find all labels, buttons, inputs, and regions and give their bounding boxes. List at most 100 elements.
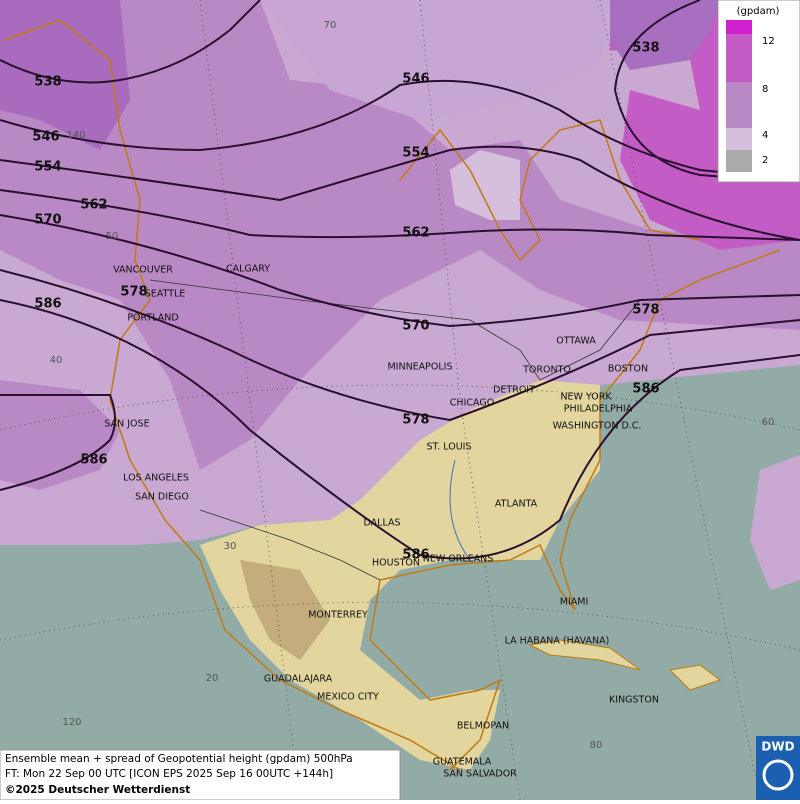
legend-swatch xyxy=(726,150,752,172)
contour-line xyxy=(0,299,800,560)
contour-line xyxy=(0,79,800,181)
spread-area xyxy=(750,455,800,590)
city-label: LOS ANGELES xyxy=(123,473,189,484)
contour-line xyxy=(0,214,800,328)
legend-unit: (gpdam) xyxy=(737,6,780,17)
footer-text: Ensemble mean + spread of Geopotential h… xyxy=(5,753,353,765)
legend-swatch xyxy=(726,82,752,128)
contour-label: 578 xyxy=(632,303,659,318)
city-label: PORTLAND xyxy=(127,313,178,324)
graticule xyxy=(599,0,761,801)
island xyxy=(528,639,641,671)
legend: (gpdam) 12 8 4 2 xyxy=(717,0,800,183)
contour-line xyxy=(0,145,800,241)
city-label: MEXICO CITY xyxy=(317,692,379,703)
graticule-label: 70 xyxy=(324,20,337,31)
contour-label: 562 xyxy=(402,226,429,241)
contour-label: 578 xyxy=(120,285,147,300)
contour-line xyxy=(0,269,800,422)
graticule-label: 20 xyxy=(206,673,219,684)
logo: DWD xyxy=(756,736,800,800)
contour-label: 538 xyxy=(632,41,659,56)
city-label: DETROIT xyxy=(493,385,535,396)
graticule-label: 30 xyxy=(224,541,237,552)
contour-label: 546 xyxy=(402,72,429,87)
graticule-label: 140 xyxy=(66,130,85,141)
city-label: ST. LOUIS xyxy=(427,442,472,453)
contour-label: 586 xyxy=(632,382,659,397)
graticule-label: 60 xyxy=(762,417,775,428)
city-label: VANCOUVER xyxy=(113,265,173,276)
contour-label: 578 xyxy=(402,413,429,428)
city-label: WASHINGTON D.C. xyxy=(553,421,642,432)
graticule-label: 80 xyxy=(590,740,603,751)
legend-swatch xyxy=(726,34,752,82)
coastline xyxy=(4,19,461,771)
city-label: OTTAWA xyxy=(556,336,596,347)
legend-swatch xyxy=(726,128,752,150)
land-terrain xyxy=(240,560,330,660)
city-label: BELMOPAN xyxy=(457,721,509,732)
graticule-label: 120 xyxy=(62,717,81,728)
border xyxy=(199,509,381,581)
contour-label: 570 xyxy=(34,213,61,228)
coastline xyxy=(399,119,701,262)
city-label: SAN DIEGO xyxy=(135,492,189,503)
footer-text: FT: Mon 22 Sep 00 UTC [ICON EPS 2025 Sep… xyxy=(5,768,333,780)
city-label: HOUSTON xyxy=(372,558,420,569)
city-label: BOSTON xyxy=(608,364,648,375)
city-label: LA HABANA (HAVANA) xyxy=(505,636,610,647)
ocean xyxy=(0,365,800,800)
border xyxy=(149,279,641,381)
logo-icon xyxy=(762,759,794,791)
spread-area xyxy=(260,0,610,120)
city-label: GUADALAJARA xyxy=(264,674,333,685)
river xyxy=(449,459,471,561)
contour-line xyxy=(0,189,800,241)
legend-label: 2 xyxy=(762,155,768,166)
contour-label: 554 xyxy=(34,160,61,175)
contour-label: 554 xyxy=(402,146,429,161)
land-terrain xyxy=(200,380,600,770)
city-label: MIAMI xyxy=(560,597,589,608)
city-label: MINNEAPOLIS xyxy=(387,362,452,373)
city-label: PHILADELPHIA xyxy=(564,404,633,415)
logo-text: DWD xyxy=(761,740,794,754)
legend-label: 12 xyxy=(762,36,775,47)
city-label: MONTERREY xyxy=(308,610,368,621)
city-label: KINGSTON xyxy=(609,695,659,706)
contour-label: 546 xyxy=(32,130,59,145)
contour-line xyxy=(0,393,116,491)
contour-label: 562 xyxy=(80,198,107,213)
spread-area xyxy=(0,380,120,490)
footer-text: ©2025 Deutscher Wetterdienst xyxy=(5,784,190,796)
city-label: NEW YORK xyxy=(560,392,612,403)
footer-box xyxy=(0,749,401,801)
graticule-label: 40 xyxy=(50,355,63,366)
city-label: TORONTO xyxy=(522,365,571,376)
legend-label: 4 xyxy=(762,130,768,141)
city-label: SEATTLE xyxy=(145,289,186,300)
contour-label: 538 xyxy=(34,75,61,90)
spread-area xyxy=(610,0,720,70)
city-label: SAN JOSE xyxy=(104,419,149,430)
contour-label: 586 xyxy=(402,548,429,563)
legend-label: 8 xyxy=(762,84,768,95)
contour-label: 586 xyxy=(34,297,61,312)
city-label: GUATEMALA xyxy=(433,757,492,768)
coastline xyxy=(369,249,781,771)
contour-line xyxy=(0,0,261,84)
island xyxy=(668,664,722,691)
contour-label: 570 xyxy=(402,319,429,334)
city-label: CALGARY xyxy=(226,264,270,275)
contour-label: 586 xyxy=(80,453,107,468)
city-label: ATLANTA xyxy=(495,499,538,510)
footer: Ensemble mean + spread of Geopotential h… xyxy=(0,749,401,801)
city-label: NEW ORLEANS xyxy=(423,554,494,565)
legend-swatch xyxy=(726,20,752,34)
city-label: CHICAGO xyxy=(450,398,494,409)
graticule-label: 50 xyxy=(106,231,119,242)
city-label: SAN SALVADOR xyxy=(443,769,517,780)
city-label: DALLAS xyxy=(364,518,401,529)
